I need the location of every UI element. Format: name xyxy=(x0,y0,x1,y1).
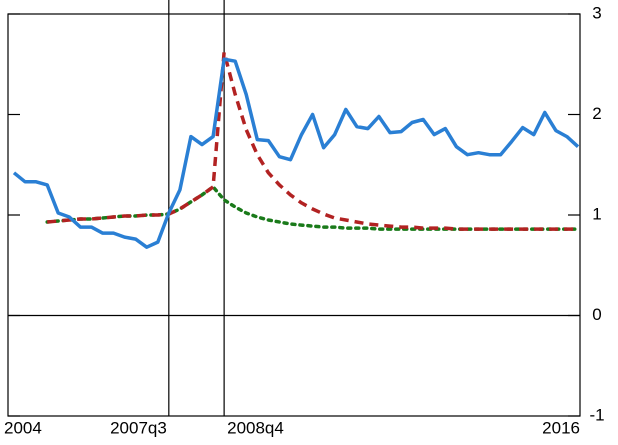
series-line xyxy=(12,57,580,249)
x-tick-label: 2004 xyxy=(4,418,42,437)
y-tick-label: -1 xyxy=(589,405,604,424)
x-tick-label: 2016 xyxy=(542,418,580,437)
y-tick-label: 3 xyxy=(592,3,601,22)
x-tick-label: 2007q3 xyxy=(110,418,167,437)
plot-frame xyxy=(7,13,581,417)
x-tick-label: 2008q4 xyxy=(227,418,284,437)
y-tick-label: 2 xyxy=(592,104,601,123)
series-line xyxy=(47,50,578,231)
y-tick-label: 0 xyxy=(592,305,601,324)
y-tick-label: 1 xyxy=(592,204,601,223)
series-line xyxy=(45,185,580,231)
